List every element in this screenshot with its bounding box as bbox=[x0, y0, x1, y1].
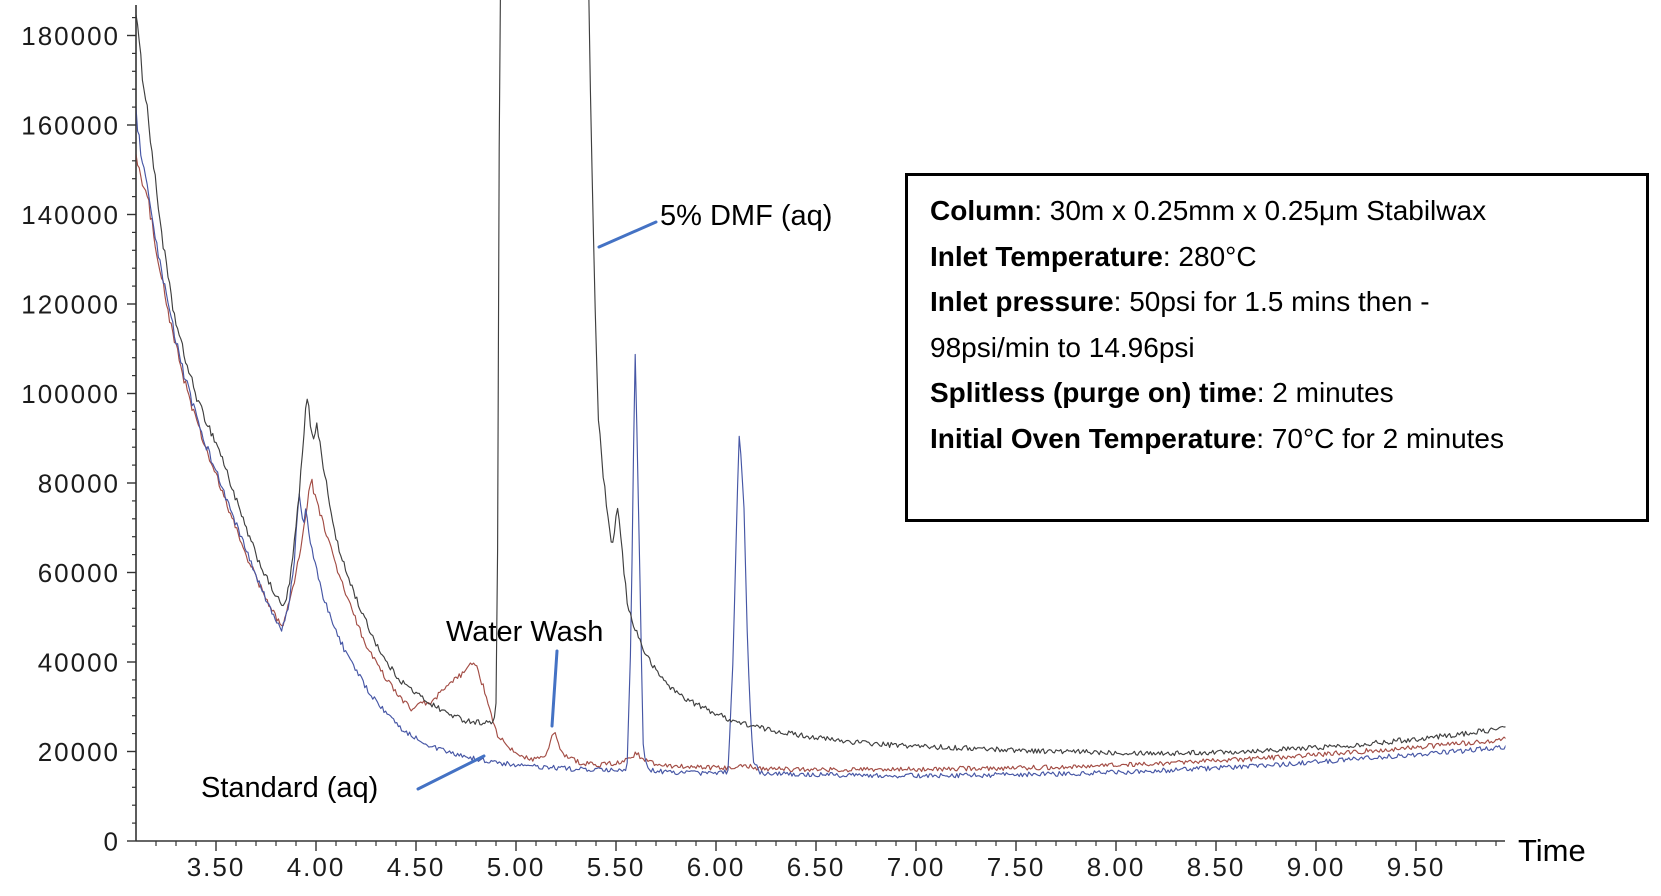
y-tick-label: 20000 bbox=[38, 737, 120, 767]
x-tick-label: 5.00 bbox=[487, 852, 546, 882]
info-line-key: Initial Oven Temperature bbox=[930, 422, 1257, 454]
trace-water-wash bbox=[136, 153, 1506, 773]
y-tick-label: 100000 bbox=[21, 379, 120, 409]
annotation-arrow-water-wash bbox=[550, 649, 559, 728]
x-tick-label: 6.50 bbox=[787, 852, 846, 882]
x-tick-label: 8.00 bbox=[1087, 852, 1146, 882]
y-tick-label: 0 bbox=[104, 827, 120, 857]
trace-standard-aq bbox=[136, 107, 1506, 779]
method-info-box: Column: 30m x 0.25mm x 0.25μm Stabilwax I… bbox=[905, 173, 1649, 522]
x-tick-label: 9.50 bbox=[1387, 852, 1446, 882]
x-tick-label: 7.00 bbox=[887, 852, 946, 882]
x-tick-label: 6.00 bbox=[687, 852, 746, 882]
x-tick-label: 4.50 bbox=[387, 852, 446, 882]
y-tick-label: 40000 bbox=[38, 648, 120, 678]
x-tick-label: 7.50 bbox=[987, 852, 1046, 882]
series-label-standard: Standard (aq) bbox=[201, 772, 379, 804]
info-line-value: : 2 minutes bbox=[1256, 377, 1394, 408]
x-tick-label: 4.00 bbox=[287, 852, 346, 882]
x-tick-label: 5.50 bbox=[587, 852, 646, 882]
info-line: 98psi/min to 14.96psi bbox=[930, 325, 1636, 371]
info-line-value: : 30m x 0.25mm x 0.25μm Stabilwax bbox=[1034, 195, 1487, 226]
info-line-value: : 280°C bbox=[1162, 240, 1257, 272]
info-line: Inlet pressure: 50psi for 1.5 mins then … bbox=[930, 279, 1636, 325]
info-line-value: : 70°C for 2 minutes bbox=[1256, 422, 1504, 454]
info-line: Splitless (purge on) time: 2 minutes bbox=[930, 370, 1636, 416]
info-line: Initial Oven Temperature: 70°C for 2 min… bbox=[930, 416, 1636, 462]
y-tick-label: 160000 bbox=[21, 111, 120, 141]
y-tick-label: 140000 bbox=[21, 200, 120, 230]
info-line: Inlet Temperature: 280°C bbox=[930, 234, 1636, 280]
series-label-dmf: 5% DMF (aq) bbox=[660, 200, 833, 232]
info-line-key: Splitless (purge on) time bbox=[930, 377, 1257, 408]
info-line-key: Inlet pressure bbox=[930, 286, 1114, 317]
x-tick-label: 3.50 bbox=[187, 852, 246, 882]
series-label-water-wash: Water Wash bbox=[446, 616, 604, 648]
info-line-key: Column bbox=[930, 195, 1035, 226]
y-tick-label: 120000 bbox=[21, 290, 120, 320]
info-line-value: 98psi/min to 14.96psi bbox=[930, 331, 1195, 363]
x-axis-title: Time bbox=[1518, 833, 1586, 868]
trace-5-dmf-aq bbox=[136, 0, 1506, 757]
y-tick-label: 80000 bbox=[38, 469, 120, 499]
y-tick-label: 60000 bbox=[38, 558, 120, 588]
info-line-value: : 50psi for 1.5 mins then - bbox=[1113, 286, 1430, 317]
x-tick-label: 8.50 bbox=[1187, 852, 1246, 882]
annotation-arrow-dmf bbox=[597, 220, 658, 249]
info-line-key: Inlet Temperature bbox=[930, 240, 1163, 272]
info-line: Column: 30m x 0.25mm x 0.25μm Stabilwax bbox=[930, 188, 1636, 234]
y-tick-label: 180000 bbox=[21, 21, 120, 51]
x-tick-label: 9.00 bbox=[1287, 852, 1346, 882]
annotation-arrow-standard bbox=[416, 754, 486, 791]
